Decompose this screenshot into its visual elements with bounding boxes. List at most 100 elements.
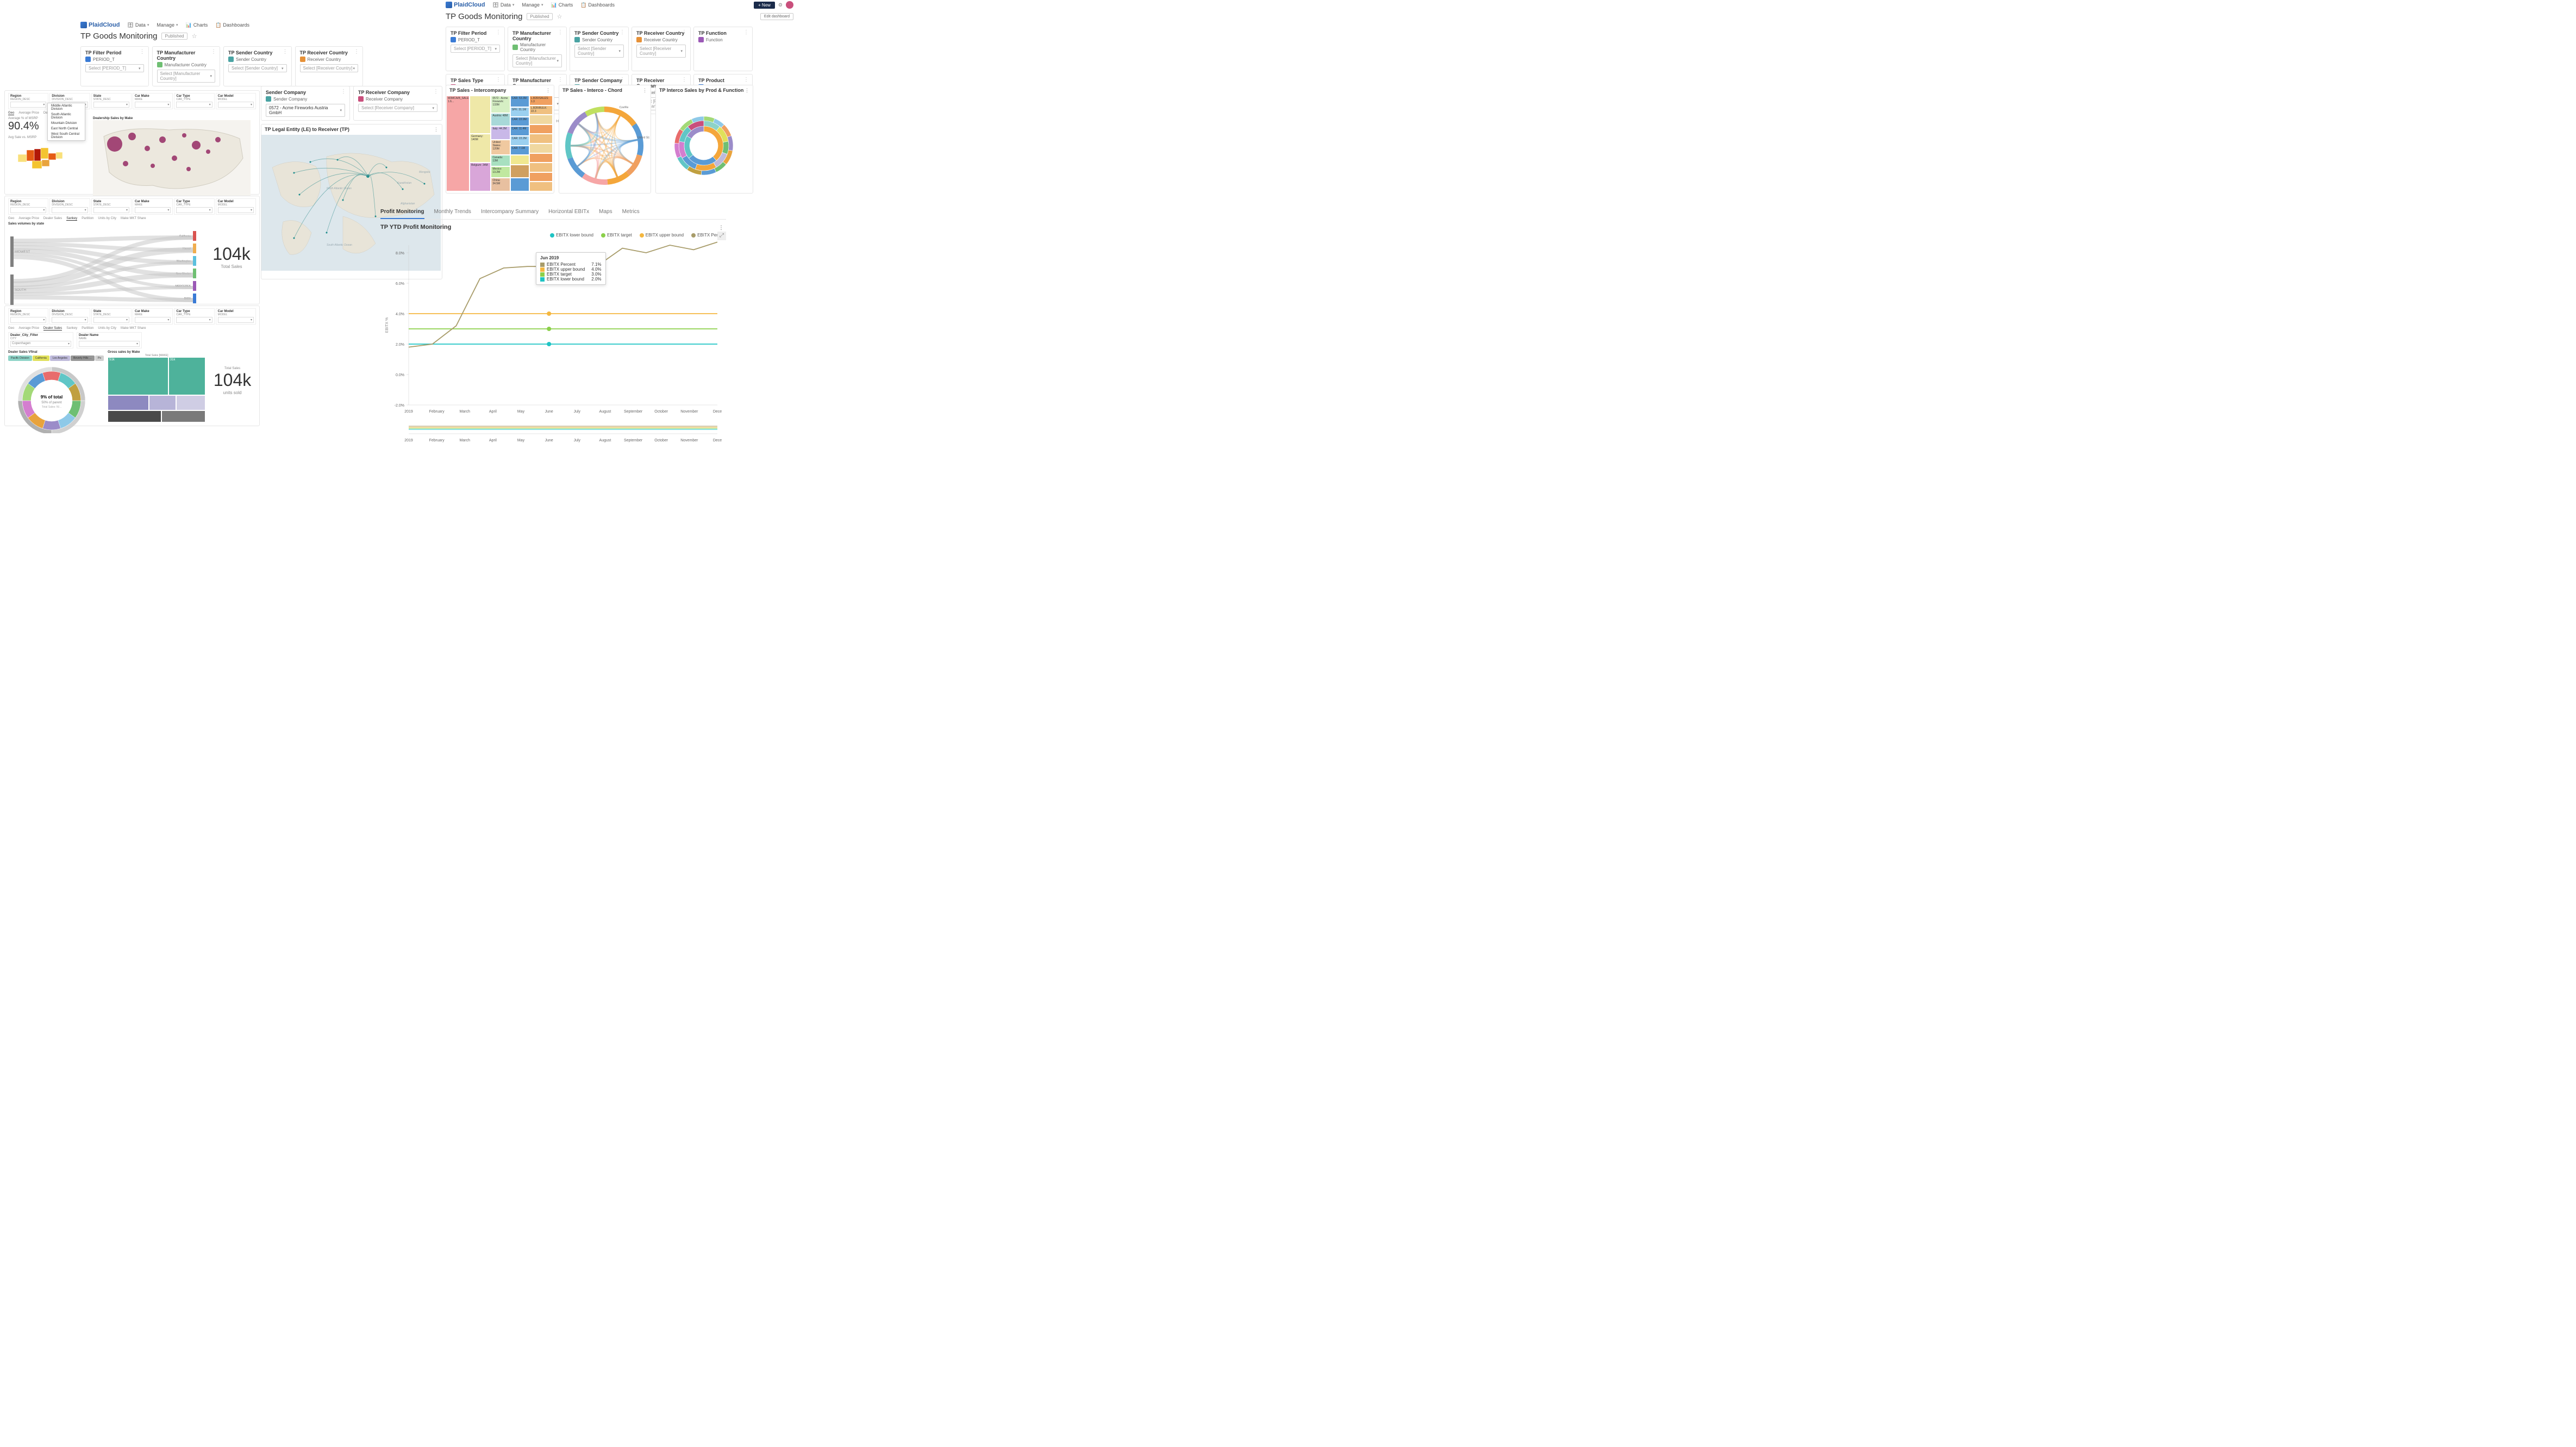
dot-map[interactable] (93, 120, 251, 196)
treemap-cell[interactable]: 51k (108, 357, 168, 395)
treemap-cell[interactable]: CAR: 11.4M (510, 126, 529, 136)
dots-icon[interactable]: ⋮ (354, 49, 359, 55)
treemap-cell[interactable]: CAR: 22.2M (510, 136, 529, 146)
sender-select[interactable]: 0572 - Acme Fireworks Austria GmbH (266, 104, 345, 117)
treemap-cell[interactable]: China: 34.5M (491, 178, 510, 191)
edit-dashboard-button[interactable]: Edit dashboard (760, 13, 793, 20)
dots-icon[interactable]: ⋮ (642, 88, 647, 93)
treemap-cell[interactable] (529, 153, 553, 163)
mini-filter[interactable]: DivisionDIVISION_DESC (49, 198, 90, 215)
sunburst-chart[interactable] (656, 96, 752, 191)
pill-tab[interactable]: Make MKT Share (121, 217, 146, 221)
treemap-cell[interactable] (510, 155, 529, 165)
dots-icon[interactable]: ⋮ (434, 127, 439, 133)
mini-filter[interactable]: Car MakeMAKE (133, 198, 173, 215)
nav-manage[interactable]: Manage (157, 22, 178, 28)
treemap-cell[interactable] (510, 165, 529, 178)
profit-tab[interactable]: Intercompany Summary (481, 205, 539, 219)
treemap-cell[interactable] (161, 410, 205, 422)
pill-tab[interactable]: Geo (8, 217, 14, 221)
pill-tab[interactable]: Average Price (18, 111, 39, 115)
dropdown-item[interactable]: West South Central Division (48, 132, 85, 140)
pill-tab[interactable]: Average Price (18, 217, 39, 221)
dots-icon[interactable]: ⋮ (745, 88, 749, 93)
treemap-intercompany[interactable]: M3MCA/B_SALES: 1.6...Germany: 140MBelgiu… (446, 96, 553, 191)
breadcrumb-pill[interactable]: Beverly Hills Porsche Audi (71, 355, 95, 361)
brand-logo-r[interactable]: PlaidCloud (446, 2, 485, 8)
mini-filter[interactable]: Car TypeCAR_TYPE (174, 93, 214, 109)
treemap-gross[interactable]: 51k31k (108, 357, 205, 422)
filter-select[interactable]: Select [PERIOD_T] (451, 45, 500, 53)
dots-icon[interactable]: ⋮ (718, 225, 724, 231)
legend-item[interactable]: EBITX upper bound (640, 233, 684, 238)
profit-tab[interactable]: Maps (599, 205, 612, 219)
nav-charts-r[interactable]: 📊 Charts (551, 2, 573, 8)
star-icon[interactable]: ☆ (192, 33, 197, 40)
nav-dashboards-r[interactable]: 📋 Dashboards (580, 2, 615, 8)
nav-data-r[interactable]: 🗄 Data (492, 2, 514, 8)
dots-icon[interactable]: ⋮ (140, 49, 145, 55)
treemap-cell[interactable] (529, 134, 553, 144)
filter-select[interactable]: Select [Sender Country] (574, 45, 624, 58)
mini-filter[interactable]: RegionREGION_DESC (8, 308, 48, 325)
filter-select[interactable]: Select [Manufacturer Country] (157, 70, 216, 83)
user-icon[interactable] (786, 1, 793, 9)
mini-filter[interactable]: StateSTATE_DESC (91, 198, 132, 215)
treemap-cell[interactable] (176, 395, 205, 411)
treemap-cell[interactable]: SPK: 31.1M (510, 107, 529, 117)
filter-select[interactable]: Select [Receiver Country] (636, 45, 686, 58)
nav-manage-r[interactable]: Manage (522, 2, 543, 8)
pill-tab[interactable]: Average Price (18, 327, 39, 330)
dealer-city-filter[interactable]: Dealer_City_Filter CITY Copenhagen (8, 332, 73, 348)
treemap-cell[interactable]: L.B2R/SALES: 1.3 (529, 96, 553, 105)
filter-select[interactable]: Select [PERIOD_T] (85, 64, 144, 72)
dots-icon[interactable]: ⋮ (496, 77, 501, 83)
star-icon-r[interactable]: ☆ (557, 13, 562, 20)
dealer-name-filter[interactable]: Dealer Name NAME (77, 332, 142, 348)
pill-tab[interactable]: Dealer Sales (43, 217, 62, 221)
pill-tab[interactable]: Geo (8, 327, 14, 330)
treemap-cell[interactable] (529, 144, 553, 153)
dots-icon[interactable]: ⋮ (546, 88, 551, 93)
dropdown-item[interactable]: Middle Atlantic Division (48, 103, 85, 112)
pill-tab[interactable]: Dealer Sales (43, 327, 62, 330)
breadcrumb-pill[interactable]: Pacific Division (8, 355, 32, 361)
treemap-cell[interactable]: CAR: 7.1M (510, 146, 529, 155)
new-button[interactable]: + New (754, 2, 775, 9)
dropdown-item[interactable]: South Atlantic Division (48, 112, 85, 121)
breadcrumb-pill[interactable]: Los Angeles (50, 355, 70, 361)
mini-filter[interactable]: RegionREGION_DESC (8, 93, 48, 109)
pill-tab[interactable]: Units by City (98, 217, 116, 221)
sankey-chart[interactable]: MIDWESTSOUTHCaliforniaHawaiiWashingtonNe… (8, 226, 204, 307)
mini-filter[interactable]: StateSTATE_DESC (91, 93, 132, 109)
mini-filter[interactable]: Car MakeMAKE (133, 93, 173, 109)
mini-filter[interactable]: Car ModelMODEL (216, 198, 256, 215)
pill-tab[interactable]: Partition (82, 327, 93, 330)
filter-select[interactable]: Select [Receiver Country] (300, 64, 359, 72)
filter-select[interactable]: Select [Sender Country] (228, 64, 287, 72)
treemap-cell[interactable]: United States: 120M (491, 140, 510, 155)
pill-tab[interactable]: Partition (82, 217, 93, 221)
profit-brush[interactable]: 2019FebruaryMarchAprilMayJuneJulyAugustS… (380, 423, 723, 448)
treemap-cell[interactable]: L.B2R/BULK: 22.3 (529, 105, 553, 115)
treemap-cell[interactable]: M3MCA/B_SALES: 1.6... (446, 96, 470, 191)
treemap-cell[interactable] (529, 124, 553, 134)
legend-item[interactable]: EBITX lower bound (550, 233, 593, 238)
dots-icon[interactable]: ⋮ (496, 29, 501, 35)
profit-tab[interactable]: Profit Monitoring (380, 205, 424, 219)
treemap-cell[interactable]: 31k (168, 357, 205, 395)
treemap-cell[interactable] (529, 182, 553, 191)
nav-dashboards[interactable]: 📋 Dashboards (215, 22, 249, 28)
pill-tab[interactable]: Sankey (66, 217, 77, 221)
dots-icon[interactable]: ⋮ (211, 49, 216, 55)
treemap-cell[interactable]: Italy: 44.2M (491, 126, 510, 140)
pill-tab[interactable]: Units by City (98, 327, 116, 330)
treemap-cell[interactable] (108, 410, 161, 422)
mini-filter[interactable]: Car ModelMODEL (216, 93, 256, 109)
mini-filter[interactable]: Car MakeMAKE (133, 308, 173, 325)
treemap-cell[interactable]: Canada: 13M (491, 155, 510, 166)
treemap-cell[interactable] (149, 395, 176, 411)
treemap-cell[interactable]: Germany: 140M (470, 134, 491, 163)
expand-icon[interactable]: ⤢ (717, 232, 726, 240)
gear-icon[interactable]: ⚙ (778, 2, 783, 8)
